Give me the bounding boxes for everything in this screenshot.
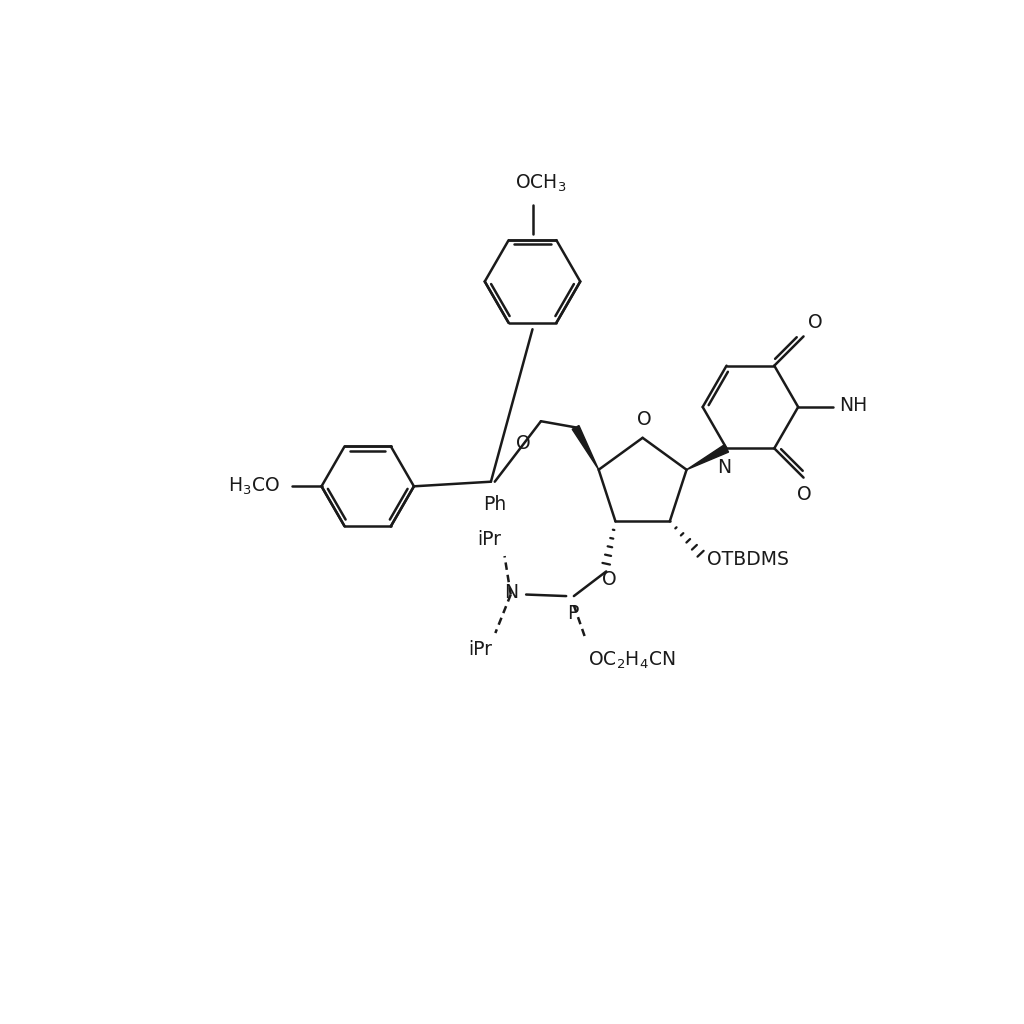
Text: O: O [602,569,616,589]
Text: iPr: iPr [477,529,501,549]
Text: iPr: iPr [468,640,492,659]
Text: O: O [808,313,822,332]
Text: O: O [797,485,812,504]
Text: P: P [566,603,578,623]
Text: O: O [516,434,530,454]
Text: $\mathregular{H_3CO}$: $\mathregular{H_3CO}$ [227,476,280,497]
Text: $\mathregular{OCH_3}$: $\mathregular{OCH_3}$ [514,172,566,194]
Text: NH: NH [840,396,867,415]
Text: Ph: Ph [483,496,507,514]
Text: N: N [717,458,731,477]
Polygon shape [572,426,599,470]
Text: OTBDMS: OTBDMS [708,550,790,569]
Polygon shape [686,444,728,470]
Text: O: O [637,410,651,429]
Text: $\mathregular{OC_2H_4CN}$: $\mathregular{OC_2H_4CN}$ [588,649,675,671]
Text: N: N [504,584,518,602]
